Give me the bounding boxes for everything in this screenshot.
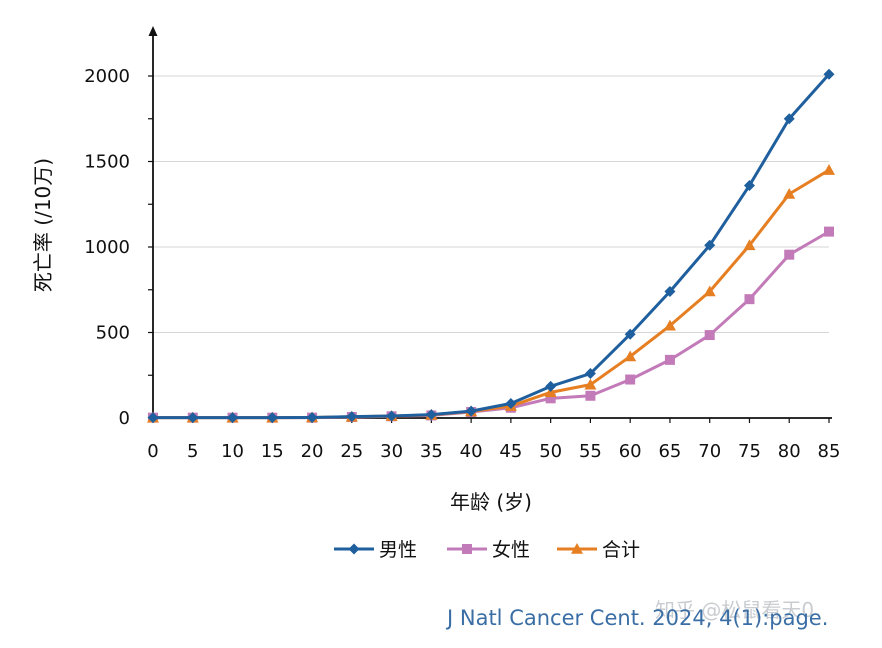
data-point	[266, 412, 278, 424]
x-tick-label: 65	[658, 441, 681, 462]
data-point	[664, 285, 676, 297]
data-point	[505, 397, 517, 409]
x-tick-labels: 0 5 10 15 20 25 30 35 40 45 50 55 60 65 70 75 80 85	[147, 441, 840, 462]
legend-item: 男性	[334, 539, 417, 561]
x-tick-label: 15	[261, 441, 284, 462]
x-axis-title: 年龄 (岁)	[450, 490, 532, 514]
legend-marker	[571, 543, 583, 554]
data-point	[784, 249, 795, 260]
series-female	[148, 226, 834, 423]
source-note: J Natl Cancer Cent. 2024, 4(1):page.	[445, 606, 828, 630]
data-point	[625, 374, 636, 385]
legend-item: 女性	[447, 539, 530, 561]
x-tick-label: 10	[221, 441, 244, 462]
axes	[148, 26, 832, 423]
y-axis-arrow	[148, 26, 158, 36]
series-male	[147, 68, 835, 424]
data-point	[425, 409, 437, 421]
data-point	[743, 179, 755, 191]
data-point	[703, 285, 716, 297]
x-tick-label: 85	[818, 441, 841, 462]
x-tick-label: 45	[499, 441, 522, 462]
series-group	[147, 68, 835, 424]
series-line	[153, 73, 831, 420]
x-tick-label: 30	[380, 441, 403, 462]
data-point	[823, 68, 835, 80]
data-point	[663, 319, 676, 331]
series-total	[147, 164, 835, 423]
y-tick-label: 1500	[84, 152, 130, 173]
legend-marker	[462, 544, 472, 554]
data-point	[824, 226, 834, 237]
data-point	[584, 378, 597, 390]
data-point	[386, 410, 398, 422]
data-point	[227, 412, 239, 424]
x-tick-label: 5	[187, 441, 198, 462]
gridlines	[153, 75, 829, 333]
x-tick-label: 35	[420, 441, 443, 462]
series-line	[153, 168, 830, 420]
legend-marker	[348, 543, 360, 555]
data-point	[783, 113, 795, 125]
y-tick-label: 2000	[84, 66, 130, 87]
y-axis-title: 死亡率 (/10万)	[31, 158, 55, 292]
x-tick-label: 50	[539, 441, 562, 462]
legend-label: 合计	[602, 539, 640, 561]
x-tick-label: 0	[147, 441, 158, 462]
legend-label: 女性	[492, 539, 530, 561]
data-point	[545, 380, 557, 392]
watermark-text: 知乎 @松鼠看天0	[655, 598, 814, 622]
data-point	[465, 405, 477, 417]
data-point	[823, 164, 835, 175]
legend-item: 合计	[557, 539, 640, 561]
x-tick-label: 40	[460, 441, 483, 462]
legend: 男性 女性 合计	[334, 539, 640, 561]
y-tick-labels: 0 500 1000 1500 2000	[84, 66, 130, 429]
data-point	[545, 393, 556, 404]
data-point	[624, 328, 636, 340]
y-tick-label: 0	[119, 408, 130, 429]
y-tick-label: 500	[96, 323, 130, 344]
x-tick-label: 25	[340, 441, 363, 462]
y-tick-label: 1000	[84, 237, 130, 258]
data-point	[187, 412, 199, 424]
data-point	[783, 187, 796, 199]
x-tick-label: 60	[619, 441, 642, 462]
data-point	[306, 411, 318, 423]
data-point	[744, 294, 755, 305]
data-point	[346, 411, 358, 423]
data-point	[743, 239, 756, 251]
data-point	[704, 330, 715, 341]
series-line	[153, 230, 830, 420]
x-tick-label: 20	[301, 441, 324, 462]
data-point	[664, 354, 675, 365]
data-point	[585, 390, 596, 401]
x-tick-label: 70	[698, 441, 721, 462]
data-point	[584, 368, 596, 380]
data-point	[147, 412, 159, 424]
x-tick-label: 80	[778, 441, 801, 462]
data-point	[704, 239, 716, 251]
legend-label: 男性	[379, 539, 417, 561]
x-tick-label: 55	[579, 441, 602, 462]
data-point	[624, 350, 637, 362]
x-tick-label: 75	[738, 441, 761, 462]
